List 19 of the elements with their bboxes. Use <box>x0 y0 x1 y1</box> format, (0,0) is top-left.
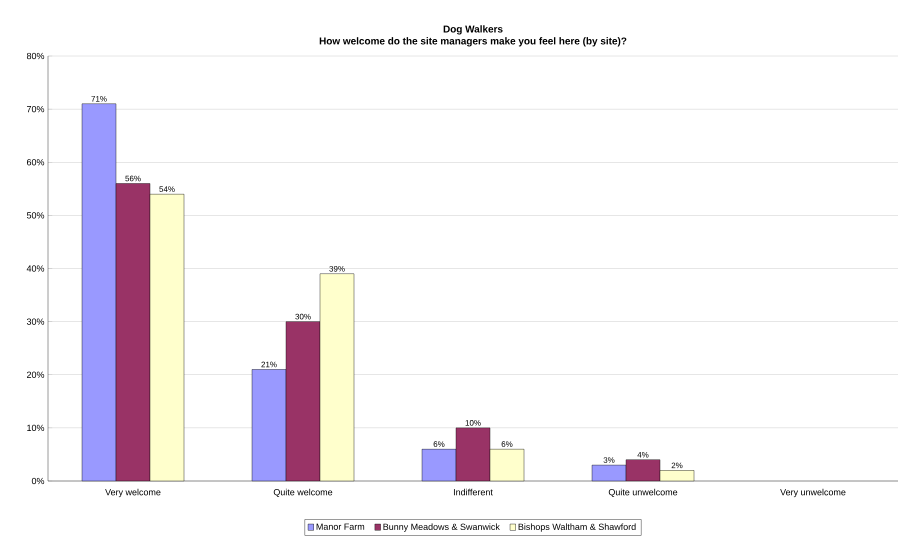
y-tick-label: 40% <box>26 265 44 272</box>
y-tick-label: 50% <box>26 212 44 219</box>
legend-label: Manor Farm <box>316 524 364 530</box>
x-tick-label: Very welcome <box>105 488 160 498</box>
y-tick-label: 20% <box>26 372 44 378</box>
y-tick-label: 0% <box>32 478 44 484</box>
y-tick-label: 70% <box>26 106 44 112</box>
y-tick-label: 10% <box>27 424 44 432</box>
y-tick-label: 60% <box>26 159 44 166</box>
y-tick-label: 80% <box>26 52 44 60</box>
x-tick-label: Indifferent <box>454 488 493 496</box>
legend-label: Bishops Waltham & Shawford <box>518 523 636 532</box>
x-tick-label: Quite welcome <box>274 488 332 497</box>
chart-title: Dog Walkers <box>444 25 503 35</box>
legend-label: Bunny Meadows & Swanwick <box>383 523 500 532</box>
y-tick-label: 30% <box>26 318 44 325</box>
x-tick-label: Quite unwelcome <box>608 488 678 497</box>
chart-subtitle: How welcome do the site managers make you feel here (by site)? <box>320 37 626 46</box>
x-tick-label: Very unwelcome <box>780 488 846 498</box>
